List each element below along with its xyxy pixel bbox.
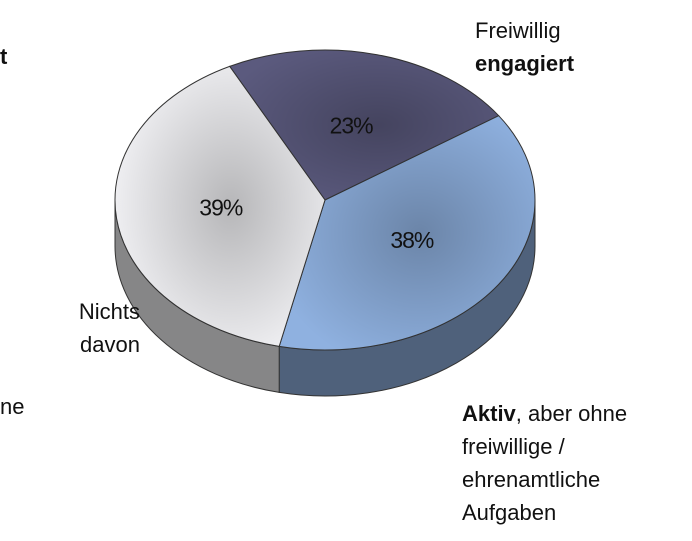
category-label: Aufgaben [462,500,556,525]
label-part: Nichts [79,299,140,324]
category-label: engagiert [475,51,575,76]
category-label: ehrenamtliche [462,467,600,492]
label-part: engagiert [475,51,575,76]
value-label: 38% [390,227,434,253]
category-label: davon [80,332,140,357]
category-label: Nichts [79,299,140,324]
slice-shine [114,66,325,347]
slice-shine [279,115,535,350]
label-part: Aufgaben [462,500,556,525]
label-part: freiwillige / [462,434,566,459]
category-label: freiwillige / [462,434,566,459]
label-part: Aktiv [462,401,517,426]
label-part: Freiwillig [475,18,561,43]
value-label: 39% [199,194,243,220]
label-part: davon [80,332,140,357]
annotation: ne [0,394,24,419]
label-part: , aber ohne [516,401,627,426]
annotation: t [0,44,8,69]
label-part: ehrenamtliche [462,467,600,492]
category-label: Freiwillig [475,18,561,43]
slice-shine [229,50,499,201]
category-label: Aktiv, aber ohne [462,401,627,426]
value-label: 23% [330,112,374,138]
